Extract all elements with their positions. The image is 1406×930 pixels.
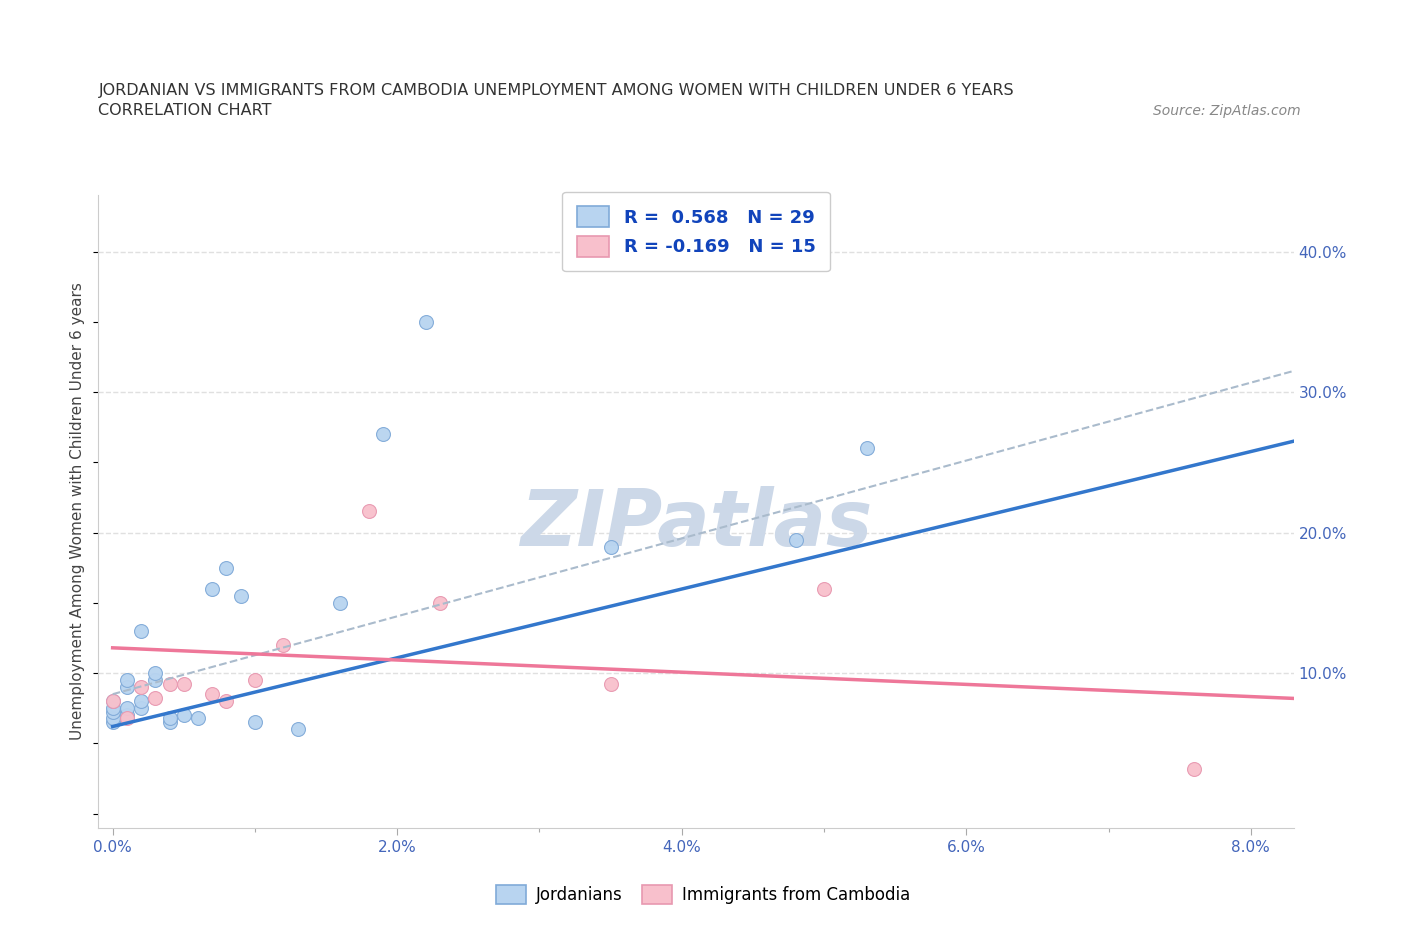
Text: Source: ZipAtlas.com: Source: ZipAtlas.com [1153, 104, 1301, 118]
Point [215, 560, 238, 575]
Y-axis label: Unemployment Among Women with Children Under 6 years: Unemployment Among Women with Children U… [70, 283, 86, 740]
Point [159, 715, 181, 730]
Point [143, 666, 166, 681]
Point [101, 694, 124, 709]
Legend: Jordanians, Immigrants from Cambodia: Jordanians, Immigrants from Cambodia [486, 876, 920, 912]
Point [287, 722, 309, 737]
Point [129, 701, 152, 716]
Point [173, 708, 195, 723]
Legend: R =  0.568   N = 29, R = -0.169   N = 15: R = 0.568 N = 29, R = -0.169 N = 15 [562, 192, 830, 272]
Point [599, 539, 621, 554]
Text: JORDANIAN VS IMMIGRANTS FROM CAMBODIA UNEMPLOYMENT AMONG WOMEN WITH CHILDREN UND: JORDANIAN VS IMMIGRANTS FROM CAMBODIA UN… [98, 83, 1014, 98]
Point [415, 314, 437, 329]
Point [143, 691, 166, 706]
Point [201, 581, 224, 596]
Point [101, 694, 124, 709]
Point [115, 680, 138, 695]
Point [243, 715, 266, 730]
Point [215, 694, 238, 709]
Point [143, 672, 166, 687]
Point [599, 677, 621, 692]
Point [101, 701, 124, 716]
Point [1182, 762, 1205, 777]
Point [243, 672, 266, 687]
Point [129, 694, 152, 709]
Text: ZIPatlas: ZIPatlas [520, 486, 872, 562]
Point [101, 711, 124, 725]
Point [129, 623, 152, 638]
Point [159, 677, 181, 692]
Point [273, 638, 295, 653]
Point [115, 708, 138, 723]
Point [813, 581, 835, 596]
Point [429, 595, 451, 610]
Point [115, 701, 138, 716]
Point [187, 711, 209, 725]
Point [785, 532, 807, 547]
Point [159, 711, 181, 725]
Point [101, 705, 124, 720]
Point [101, 715, 124, 730]
Point [173, 677, 195, 692]
Point [329, 595, 352, 610]
Point [115, 672, 138, 687]
Point [855, 441, 877, 456]
Point [371, 427, 394, 442]
Point [201, 686, 224, 701]
Point [115, 711, 138, 725]
Point [129, 680, 152, 695]
Text: CORRELATION CHART: CORRELATION CHART [98, 103, 271, 118]
Point [357, 504, 380, 519]
Point [229, 589, 252, 604]
